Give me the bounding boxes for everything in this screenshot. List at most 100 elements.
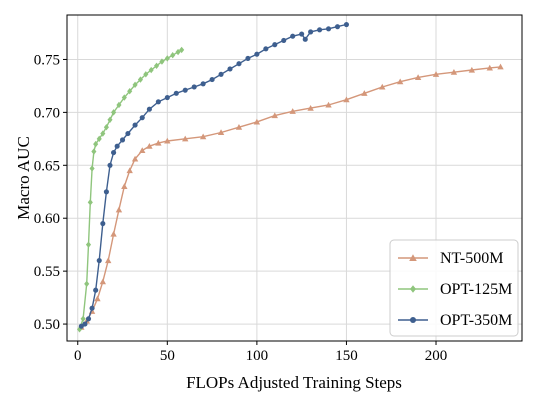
- data-point: [170, 52, 176, 59]
- legend-box: [389, 239, 519, 337]
- data-point: [217, 129, 225, 136]
- data-point: [325, 26, 332, 32]
- data-point: [182, 87, 188, 93]
- data-point: [155, 139, 162, 146]
- series-opt-350m: [78, 21, 350, 329]
- x-tick-label: 200: [425, 348, 448, 364]
- data-point: [96, 135, 102, 143]
- data-point: [127, 88, 133, 95]
- y-tick-label: 0.60: [34, 211, 60, 227]
- data-point: [155, 99, 161, 105]
- data-point: [182, 135, 189, 142]
- data-point: [396, 78, 404, 85]
- data-point: [191, 84, 197, 90]
- legend: NT-500M OPT-125M OPT-350M: [389, 239, 519, 337]
- data-point: [159, 58, 165, 65]
- y-tick-label: 0.70: [34, 105, 60, 121]
- tick-labels: 0 50 100 150 200 0.50 0.55 0.60 0.65 0.70 0.75: [34, 52, 448, 364]
- data-point: [85, 241, 92, 248]
- data-point: [107, 116, 113, 123]
- data-point: [89, 165, 95, 172]
- plot-frame: [66, 14, 523, 342]
- data-point: [253, 118, 261, 125]
- data-point: [272, 42, 278, 48]
- data-point: [302, 36, 308, 42]
- data-point: [450, 68, 458, 75]
- data-point: [116, 101, 122, 109]
- data-point: [146, 143, 153, 149]
- data-point: [121, 94, 127, 101]
- data-point: [107, 162, 113, 168]
- legend-marker: [409, 316, 417, 324]
- data-point: [143, 71, 149, 78]
- data-point: [132, 122, 138, 128]
- data-point: [131, 155, 139, 162]
- data-point: [137, 76, 144, 83]
- data-point: [245, 55, 251, 61]
- data-point: [115, 206, 123, 213]
- data-point: [281, 37, 287, 43]
- data-point: [497, 63, 504, 70]
- x-axis-label: FLOPs Adjusted Training Steps: [186, 373, 402, 392]
- data-point: [85, 316, 92, 322]
- data-point: [164, 55, 170, 62]
- data-point: [271, 112, 278, 119]
- data-point: [93, 287, 99, 293]
- grid-lines: [67, 15, 522, 341]
- data-point: [111, 109, 117, 116]
- data-point: [164, 137, 171, 144]
- data-point: [119, 137, 126, 143]
- data-point: [99, 278, 107, 285]
- data-point: [76, 326, 83, 333]
- x-tick-label: 100: [246, 348, 269, 364]
- data-point: [414, 74, 422, 81]
- data-point: [114, 143, 120, 149]
- data-point: [82, 321, 88, 327]
- data-point: [139, 115, 145, 121]
- series-line: [80, 23, 347, 327]
- legend-item: NT-500M: [398, 250, 503, 267]
- data-point: [89, 305, 95, 311]
- data-point: [175, 48, 181, 56]
- data-point: [254, 51, 260, 57]
- y-axis-label: Macro AUC: [14, 136, 33, 220]
- data-point: [96, 257, 102, 264]
- data-point: [105, 257, 112, 264]
- y-tick-label: 0.55: [34, 264, 60, 280]
- data-point: [289, 108, 296, 114]
- data-point: [236, 61, 242, 67]
- data-point: [227, 66, 233, 72]
- data-point: [486, 64, 493, 71]
- data-point: [343, 21, 350, 28]
- legend-label: OPT-350M: [440, 312, 512, 329]
- legend-label: OPT-125M: [440, 281, 512, 298]
- data-point: [209, 77, 215, 83]
- data-point: [361, 90, 368, 96]
- y-tick-label: 0.50: [34, 317, 60, 333]
- x-tick-label: 50: [160, 348, 175, 364]
- data-point: [468, 66, 476, 73]
- legend-marker: [409, 285, 417, 293]
- data-point: [87, 199, 93, 206]
- data-point: [307, 104, 314, 111]
- data-point: [139, 147, 146, 154]
- data-point: [263, 46, 269, 52]
- data-point: [84, 280, 90, 288]
- data-point: [94, 295, 101, 302]
- data-point: [146, 106, 152, 112]
- series-layer: [76, 21, 504, 333]
- x-tick-label: 0: [74, 348, 82, 364]
- data-point: [103, 189, 109, 195]
- legend-label: NT-500M: [440, 250, 503, 267]
- x-tick-label: 150: [335, 348, 358, 364]
- data-point: [132, 81, 138, 89]
- data-point: [235, 123, 243, 130]
- data-point: [111, 150, 117, 156]
- data-point: [308, 29, 314, 35]
- data-point: [125, 130, 131, 137]
- data-point: [121, 183, 128, 190]
- data-point: [179, 46, 185, 54]
- data-point: [164, 94, 170, 101]
- y-tick-label: 0.75: [34, 52, 60, 68]
